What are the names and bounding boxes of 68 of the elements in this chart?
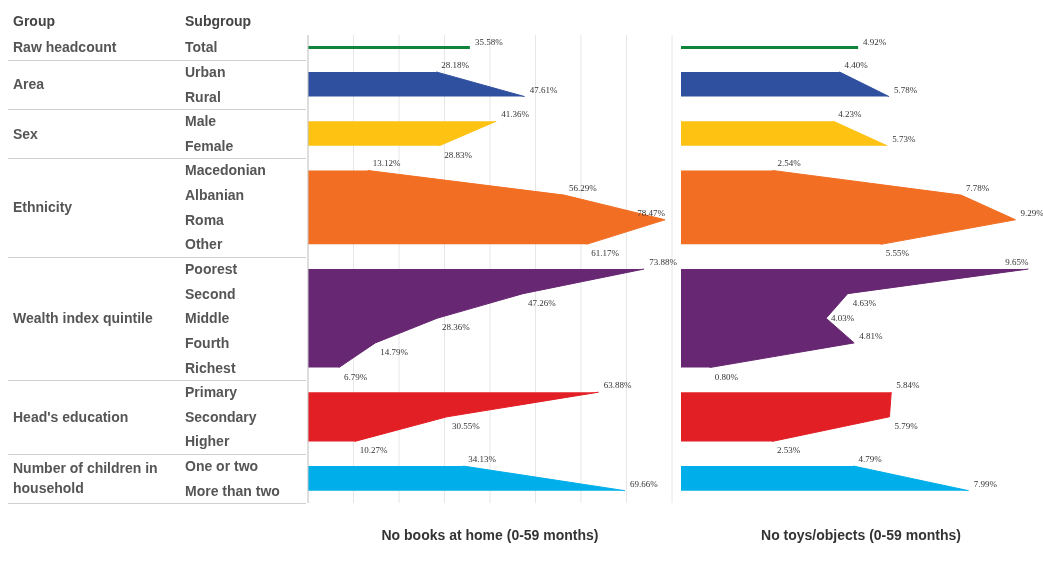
data-label: 69.66% bbox=[629, 478, 659, 489]
y-tick-label: Macedonian bbox=[185, 162, 266, 179]
text: Group bbox=[13, 13, 55, 29]
data-label: 4.63% bbox=[852, 297, 877, 308]
x-axis-title: No toys/objects (0-59 months) bbox=[760, 527, 962, 543]
data-label: 28.83% bbox=[444, 149, 473, 160]
data-label: 0.80% bbox=[714, 371, 739, 382]
data-label: 4.40% bbox=[844, 59, 869, 70]
data-label: 41.36% bbox=[501, 109, 530, 120]
y-tick-label: Fourth bbox=[185, 334, 230, 351]
y-axis-title: Subgroup bbox=[185, 13, 252, 29]
y-tick-label: Male bbox=[185, 113, 217, 130]
data-label: 6.79% bbox=[343, 371, 368, 382]
data-label: 7.99% bbox=[973, 478, 998, 489]
text: Area bbox=[13, 75, 46, 95]
data-label: 47.26% bbox=[528, 297, 557, 308]
y-tick-label: Other bbox=[185, 236, 223, 253]
data-label: 47.61% bbox=[529, 84, 558, 95]
y-tick-label: Roma bbox=[185, 211, 225, 228]
text: Raw headcount bbox=[13, 38, 118, 58]
data-label: 34.13% bbox=[468, 454, 497, 465]
y-tick-label: Richest bbox=[185, 359, 236, 376]
data-label: 30.55% bbox=[452, 420, 481, 431]
data-label: 4.03% bbox=[831, 313, 855, 324]
y-tick-label: Middle bbox=[185, 310, 230, 327]
data-label: 4.23% bbox=[838, 109, 863, 120]
data-label: 13.12% bbox=[372, 158, 401, 169]
data-label: 2.53% bbox=[777, 445, 801, 456]
text: Head's education bbox=[13, 407, 130, 427]
y-tick-label: Rural bbox=[185, 88, 221, 105]
data-label: 35.58% bbox=[474, 37, 504, 47]
data-label: 9.65% bbox=[1005, 257, 1029, 267]
data-label: 28.36% bbox=[442, 322, 471, 333]
data-label: 5.78% bbox=[894, 84, 918, 95]
data-label: 78.47% bbox=[637, 207, 666, 218]
data-label: 73.88% bbox=[649, 257, 678, 267]
data-label: 5.55% bbox=[885, 248, 910, 259]
y-tick-label: Urban bbox=[185, 63, 226, 80]
data-label: 4.92% bbox=[863, 37, 887, 47]
x-axis-title: No books at home (0-59 months) bbox=[380, 527, 600, 543]
text: Wealth index quintile bbox=[13, 309, 154, 329]
data-label: 61.17% bbox=[591, 248, 620, 259]
data-label: 5.73% bbox=[892, 133, 917, 144]
data-label: 5.79% bbox=[894, 420, 919, 431]
data-label: 2.54% bbox=[777, 158, 802, 169]
y-tick-label: Higher bbox=[185, 433, 230, 450]
y-tick-label: Albanian bbox=[185, 187, 245, 204]
y-tick-label: Second bbox=[185, 285, 236, 302]
y-tick-label: One or two bbox=[185, 458, 259, 475]
data-label: 56.29% bbox=[569, 183, 598, 194]
y-tick-label: Female bbox=[185, 137, 234, 154]
text: Number of children in household bbox=[13, 459, 159, 499]
data-label: 9.29% bbox=[1020, 207, 1043, 218]
data-label: 14.79% bbox=[380, 346, 409, 357]
y-tick-label: More than two bbox=[185, 482, 280, 499]
y-tick-label: Secondary bbox=[185, 408, 257, 425]
data-label: 4.79% bbox=[858, 454, 883, 465]
data-label: 10.27% bbox=[359, 445, 388, 456]
data-label: 4.81% bbox=[859, 330, 883, 341]
y-tick-label: Poorest bbox=[185, 261, 238, 277]
text: Sex bbox=[13, 124, 39, 144]
y-tick-label: Primary bbox=[185, 384, 238, 401]
data-label: 28.18% bbox=[441, 59, 470, 70]
data-label: 7.78% bbox=[966, 183, 990, 194]
y-tick-label: Total bbox=[185, 39, 218, 56]
data-label: 5.84% bbox=[896, 380, 920, 391]
data-label: 63.88% bbox=[603, 380, 632, 391]
text: Ethnicity bbox=[13, 198, 74, 218]
